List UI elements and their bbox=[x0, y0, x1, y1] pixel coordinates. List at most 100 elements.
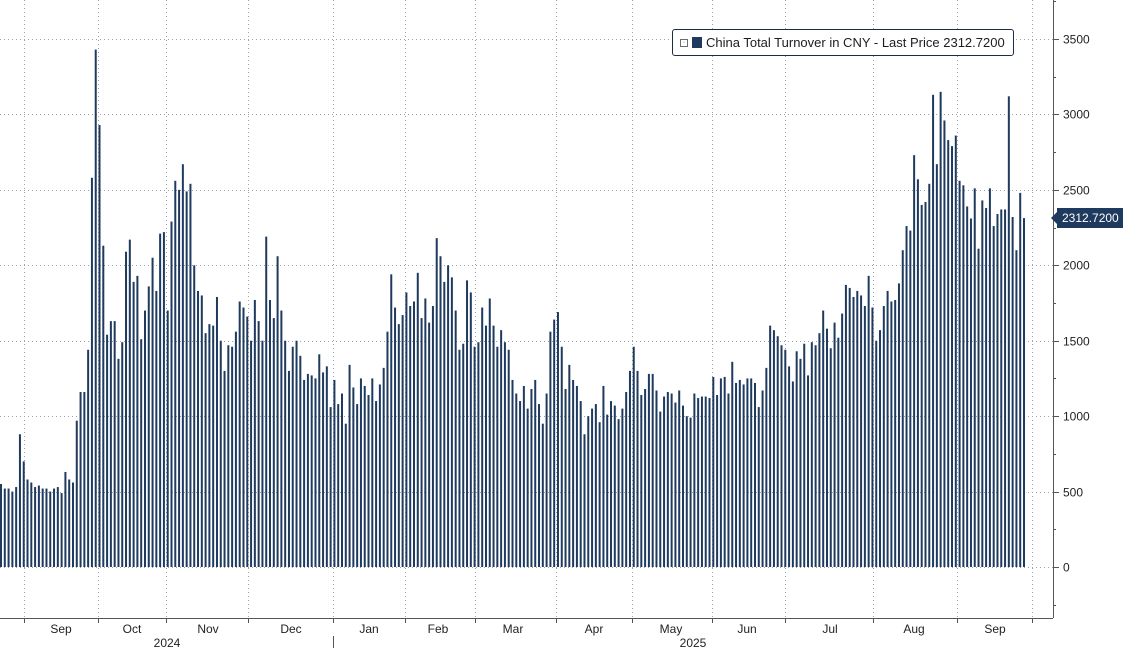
bar bbox=[26, 479, 29, 567]
legend[interactable]: · China Total Turnover in CNY - Last Pri… bbox=[672, 29, 1014, 56]
bar bbox=[613, 405, 616, 567]
x-month-label: Apr bbox=[585, 622, 604, 636]
bar bbox=[121, 342, 124, 567]
bar bbox=[382, 367, 385, 567]
bar bbox=[477, 342, 480, 567]
bar bbox=[742, 384, 745, 567]
bar bbox=[386, 331, 389, 567]
bar bbox=[746, 378, 749, 567]
bar bbox=[560, 346, 563, 567]
bar bbox=[333, 379, 336, 567]
bar bbox=[519, 401, 522, 567]
bar bbox=[947, 140, 950, 567]
bar bbox=[594, 404, 597, 567]
bar bbox=[735, 382, 738, 567]
bar bbox=[647, 373, 650, 567]
bar bbox=[318, 354, 321, 567]
bar bbox=[306, 373, 309, 567]
bar bbox=[928, 183, 931, 567]
bar bbox=[428, 322, 431, 567]
bar bbox=[651, 373, 654, 567]
bar bbox=[352, 387, 355, 567]
bar bbox=[689, 417, 692, 567]
bar bbox=[250, 340, 253, 567]
bar bbox=[492, 325, 495, 567]
bar bbox=[564, 388, 567, 567]
bar bbox=[757, 407, 760, 567]
bar bbox=[166, 310, 169, 567]
bar bbox=[530, 388, 533, 567]
bar bbox=[685, 416, 688, 567]
x-month-label: Jun bbox=[737, 622, 756, 636]
bar bbox=[219, 340, 222, 567]
bar bbox=[538, 404, 541, 567]
bar bbox=[678, 390, 681, 567]
bar bbox=[860, 295, 863, 567]
x-month-label: Aug bbox=[903, 622, 924, 636]
bar bbox=[807, 375, 810, 567]
bar bbox=[1019, 192, 1022, 567]
bar bbox=[454, 310, 457, 567]
bar bbox=[170, 221, 173, 568]
bar bbox=[174, 180, 177, 567]
x-month-label: Sep bbox=[50, 622, 72, 636]
bar bbox=[769, 325, 772, 567]
bar bbox=[151, 257, 154, 567]
bar bbox=[242, 307, 245, 567]
bar bbox=[215, 296, 218, 567]
bar bbox=[231, 346, 234, 567]
bar bbox=[3, 488, 6, 567]
y-tick-label: 2500 bbox=[1063, 184, 1090, 198]
bar bbox=[473, 346, 476, 567]
bar bbox=[401, 315, 404, 567]
bar bbox=[670, 393, 673, 567]
bar bbox=[189, 183, 192, 567]
bar bbox=[140, 339, 143, 567]
x-month-label: Mar bbox=[503, 622, 524, 636]
bar bbox=[212, 325, 215, 567]
bar bbox=[825, 328, 828, 567]
bar bbox=[246, 316, 249, 567]
bar bbox=[238, 301, 241, 567]
bar-series bbox=[0, 49, 1025, 568]
legend-toggle-icon[interactable]: · bbox=[680, 38, 688, 47]
bar bbox=[1004, 209, 1007, 567]
bar bbox=[466, 280, 469, 567]
bar bbox=[11, 491, 14, 567]
bar bbox=[545, 393, 548, 567]
legend-label: China Total Turnover in CNY - Last Price… bbox=[706, 35, 1005, 50]
bar bbox=[844, 284, 847, 567]
y-tick-label: 1500 bbox=[1063, 335, 1090, 349]
bar bbox=[606, 414, 609, 567]
bar bbox=[727, 393, 730, 567]
bar bbox=[784, 349, 787, 567]
bar bbox=[276, 256, 279, 567]
bar bbox=[113, 321, 116, 567]
x-month-label: Sep bbox=[984, 622, 1006, 636]
bar bbox=[45, 488, 48, 567]
bar bbox=[973, 188, 976, 567]
bar bbox=[287, 370, 290, 567]
bar bbox=[640, 395, 643, 567]
bar bbox=[79, 392, 82, 567]
bar bbox=[435, 238, 438, 567]
bar bbox=[659, 411, 662, 567]
bar bbox=[159, 233, 162, 568]
bar bbox=[932, 94, 935, 567]
bar bbox=[132, 281, 135, 567]
bar bbox=[920, 204, 923, 567]
bar bbox=[988, 188, 991, 567]
bar bbox=[269, 299, 272, 567]
bar bbox=[341, 393, 343, 567]
bar bbox=[348, 364, 351, 567]
last-price-tag: 2312.7200 bbox=[1051, 208, 1123, 228]
bar bbox=[356, 404, 359, 567]
bar bbox=[818, 333, 821, 567]
bar bbox=[1000, 209, 1003, 567]
bar bbox=[996, 213, 999, 568]
bar bbox=[147, 286, 150, 567]
bar bbox=[416, 272, 419, 567]
bar bbox=[568, 364, 571, 567]
bar bbox=[424, 298, 427, 567]
bar bbox=[197, 290, 200, 567]
